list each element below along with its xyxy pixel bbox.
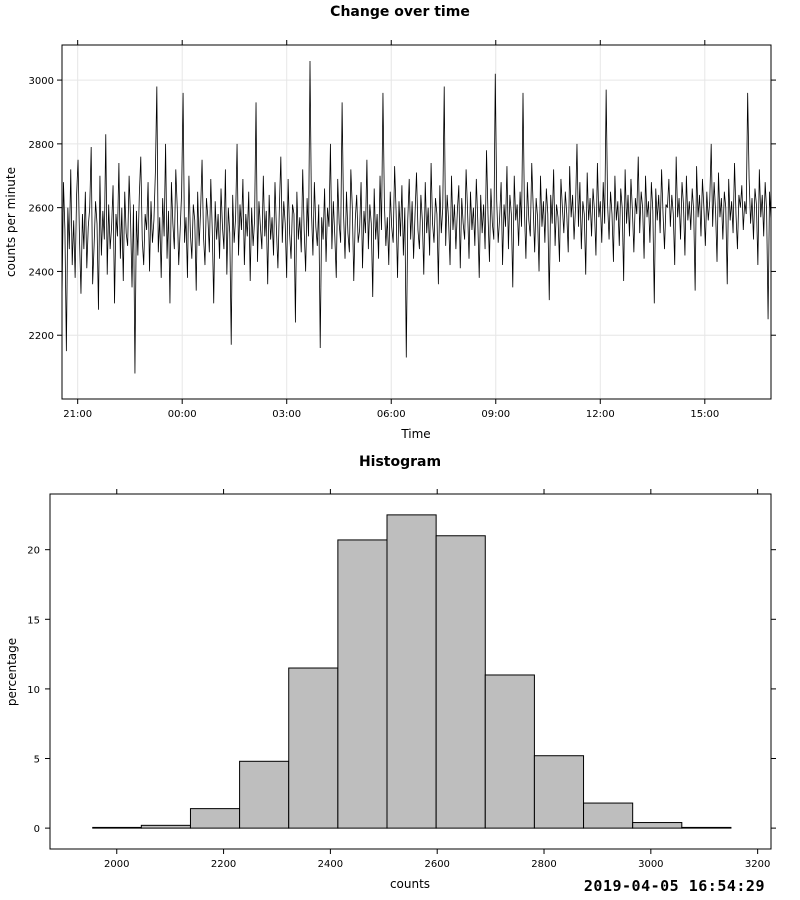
y-tick-label: 20 <box>27 546 40 557</box>
y-tick-label: 2200 <box>29 331 54 342</box>
time-series-ticks: 2200 2400 2600 2800 3000 21:00 00:00 03:00 06:00… <box>29 40 776 420</box>
x-tick-label: 2800 <box>531 859 556 870</box>
histogram-bar <box>288 667 339 829</box>
histogram-bar <box>484 674 535 829</box>
histogram-x-label: counts <box>390 877 430 891</box>
y-tick-label: 2400 <box>29 267 54 278</box>
histogram-title: Histogram <box>359 454 441 470</box>
series-line <box>61 60 772 374</box>
x-tick-label: 15:00 <box>690 409 719 420</box>
histogram-bar <box>386 514 437 829</box>
histogram-bar <box>140 824 191 829</box>
histogram-bars <box>92 514 732 829</box>
x-tick-label: 2400 <box>318 859 343 870</box>
time-series-title: Change over time <box>330 4 470 20</box>
y-tick-label: 0 <box>34 824 40 835</box>
histogram-bar <box>92 826 142 829</box>
time-series-plot <box>61 60 772 374</box>
x-tick-label: 2000 <box>104 859 129 870</box>
histogram-bar <box>681 826 732 829</box>
x-tick-label: 03:00 <box>272 409 301 420</box>
histogram-ticks: 0 5 10 15 20 2000 2200 2400 2600 2800 3000 3200 <box>27 489 776 870</box>
timestamp: 2019-04-05 16:54:29 <box>583 877 765 895</box>
histogram-bar <box>632 822 683 829</box>
y-tick-label: 10 <box>27 685 40 696</box>
histogram-frame <box>49 493 772 850</box>
x-tick-label: 3200 <box>745 859 770 870</box>
histogram-y-label: percentage <box>5 638 19 706</box>
histogram-bar <box>583 802 634 829</box>
x-tick-label: 00:00 <box>168 409 197 420</box>
histogram-bar <box>337 539 388 829</box>
x-tick-label: 09:00 <box>481 409 510 420</box>
y-tick-label: 2800 <box>29 140 54 151</box>
y-tick-label: 5 <box>34 755 40 766</box>
time-series-y-label: counts per minute <box>4 167 18 277</box>
y-tick-label: 15 <box>27 615 40 626</box>
x-tick-label: 06:00 <box>377 409 406 420</box>
x-tick-label: 2200 <box>211 859 236 870</box>
time-series-x-label: Time <box>400 427 430 441</box>
x-tick-label: 3000 <box>638 859 663 870</box>
time-series-frame <box>61 44 772 400</box>
histogram-bar <box>533 755 585 829</box>
histogram-bar <box>435 535 486 829</box>
y-tick-label: 3000 <box>29 76 54 87</box>
histogram-bar <box>239 760 290 829</box>
y-tick-label: 2600 <box>29 204 54 215</box>
x-tick-label: 12:00 <box>586 409 615 420</box>
time-series-grid <box>62 45 771 399</box>
histogram-bar <box>189 808 241 829</box>
x-tick-label: 21:00 <box>63 409 92 420</box>
x-tick-label: 2600 <box>424 859 449 870</box>
